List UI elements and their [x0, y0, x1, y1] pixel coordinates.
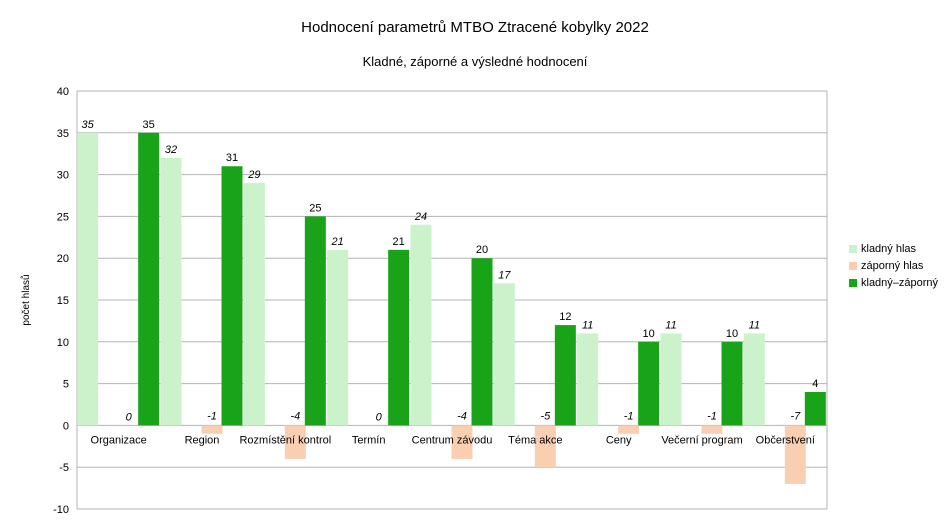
- x-tick-label: Téma akce: [508, 434, 562, 446]
- data-label: 21: [331, 236, 344, 248]
- bar: [618, 425, 640, 434]
- data-label: 4: [812, 378, 818, 390]
- x-tick-label: Region: [185, 434, 220, 446]
- bar: [660, 333, 682, 426]
- data-label: -1: [624, 410, 634, 422]
- data-label: 29: [247, 169, 260, 181]
- y-tick-label: 40: [57, 86, 69, 98]
- data-label: -4: [290, 410, 300, 422]
- legend-swatch: [849, 261, 857, 270]
- data-label: 10: [643, 328, 655, 340]
- data-label: 11: [582, 319, 593, 331]
- bar: [554, 325, 576, 426]
- bar: [388, 249, 410, 426]
- bar: [304, 216, 326, 426]
- legend-label: záporný hlas: [861, 259, 924, 272]
- data-label: 11: [665, 319, 676, 331]
- x-tick-label: Občerstvení: [756, 434, 815, 446]
- bar: [327, 249, 349, 426]
- legend-item: kladný–záporný: [849, 274, 938, 291]
- data-label: 32: [165, 144, 177, 156]
- bar: [284, 425, 306, 459]
- y-axis-label: počet hlasů: [20, 274, 32, 325]
- y-tick-label: 30: [57, 170, 69, 182]
- x-tick-label: Centrum závodu: [412, 434, 493, 446]
- bar: [784, 425, 806, 484]
- data-label: 21: [393, 236, 405, 248]
- y-tick-label: 10: [57, 337, 69, 349]
- data-label: 0: [376, 411, 383, 423]
- bar: [221, 166, 243, 426]
- legend-label: kladný hlas: [861, 242, 917, 255]
- bar: [701, 425, 723, 434]
- y-tick-label: 5: [63, 379, 69, 391]
- legend-swatch: [849, 244, 857, 253]
- bar: [493, 283, 515, 426]
- data-label: -1: [707, 410, 717, 422]
- data-label: 10: [726, 328, 738, 340]
- chart-title: Hodnocení parametrů MTBO Ztracené kobylk…: [301, 19, 649, 36]
- y-tick-label: 20: [57, 253, 69, 265]
- chart-legend: kladný hlas záporný hlas kladný–záporný: [849, 240, 938, 291]
- bar: [451, 425, 473, 459]
- legend-label: kladný–záporný: [861, 276, 939, 289]
- bar: [534, 425, 556, 468]
- x-tick-label: Organizace: [91, 434, 147, 446]
- bar: [577, 333, 599, 426]
- y-tick-label: 15: [57, 295, 69, 307]
- data-label: -4: [457, 410, 467, 422]
- bar: [743, 333, 765, 426]
- data-label: 20: [476, 244, 488, 256]
- data-label: 11: [749, 319, 760, 331]
- data-label: -5: [540, 410, 551, 422]
- bar: [243, 182, 265, 426]
- legend-item: kladný hlas: [849, 240, 938, 257]
- bar: [804, 391, 826, 426]
- y-tick-label: -10: [53, 504, 69, 516]
- data-label: -1: [207, 410, 217, 422]
- bar: [138, 132, 160, 426]
- bar: [410, 224, 432, 426]
- legend-item: záporný hlas: [849, 257, 938, 274]
- y-tick-label: -5: [59, 462, 69, 474]
- data-label: 17: [498, 269, 511, 281]
- bar: [471, 258, 493, 426]
- x-tick-label: Ceny: [606, 434, 632, 446]
- y-tick-label: 35: [57, 128, 69, 140]
- x-tick-label: Rozmístění kontrol: [239, 434, 331, 446]
- chart-subtitle: Kladné, záporné a výsledné hodnocení: [362, 54, 588, 69]
- bar: [201, 425, 223, 434]
- data-label: 0: [126, 411, 133, 423]
- bar: [160, 157, 182, 426]
- y-tick-label: 25: [57, 211, 69, 223]
- x-tick-label: Termín: [352, 434, 386, 446]
- data-label: -7: [790, 410, 801, 422]
- data-label: 24: [414, 211, 427, 223]
- y-tick-label: 0: [63, 420, 69, 432]
- data-label: 25: [309, 202, 321, 214]
- bar: [721, 341, 743, 426]
- legend-swatch: [849, 278, 857, 287]
- x-tick-label: Večerní program: [661, 434, 742, 446]
- data-label: 35: [82, 119, 95, 131]
- bar: [77, 132, 99, 426]
- bar: [638, 341, 660, 426]
- data-label: 35: [143, 119, 155, 131]
- data-label: 31: [226, 152, 238, 164]
- data-label: 12: [559, 311, 571, 323]
